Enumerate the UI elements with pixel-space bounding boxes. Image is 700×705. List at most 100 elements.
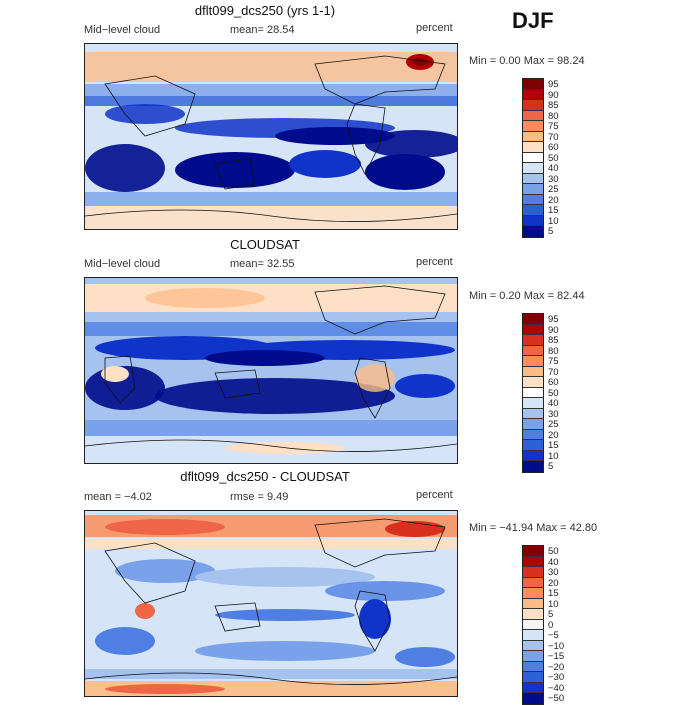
- colorbar-swatch: [523, 577, 543, 588]
- colorbar-tick-label: 15: [548, 205, 559, 216]
- colorbar-tick-label: 10: [548, 450, 559, 462]
- colorbar-swatch: [523, 640, 543, 651]
- colorbar-tick-label: −5: [548, 630, 559, 641]
- colorbar-tick-label: 40: [548, 163, 559, 174]
- colorbar-swatch: [523, 387, 543, 398]
- colorbar-tick-label: 20: [548, 194, 559, 206]
- colorbar-tick-label: 20: [548, 429, 559, 441]
- difference-cloud-map: [85, 511, 457, 696]
- colorbar-swatch: [523, 314, 543, 325]
- colorbar-tick-label: 15: [548, 440, 559, 451]
- colorbar-tick-label: 5: [548, 461, 554, 472]
- colorbar-tick-label: 0: [548, 619, 554, 631]
- colorbar-swatch: [523, 429, 543, 440]
- colorbar-tick-label: 95: [548, 79, 559, 90]
- colorbar-tick-label: 80: [548, 345, 559, 357]
- colorbar-tick-label: −30: [548, 672, 565, 683]
- season-label: DJF: [512, 8, 554, 33]
- colorbar-ticks: 50 40 30 20 15 10 5 0 −5 −10 −15 −20 −30 −40 −50: [548, 546, 565, 705]
- colorbar-tick-label: 75: [548, 356, 559, 367]
- colorbar-tick-label: 50: [548, 152, 559, 164]
- model-cloud-map: [85, 44, 457, 229]
- colorbar-tick-label: −10: [548, 640, 565, 652]
- colorbar-swatch: [523, 324, 543, 335]
- colorbar-swatch: [523, 546, 543, 557]
- colorbar-tick-label: −40: [548, 682, 565, 694]
- colorbar-tick-label: 15: [548, 588, 559, 599]
- colorbar-swatch: [523, 419, 543, 430]
- colorbar-swatch: [523, 630, 543, 641]
- colorbar-swatch: [523, 598, 543, 609]
- colorbar-swatch: [523, 366, 543, 377]
- colorbar-tick-label: 25: [548, 419, 559, 430]
- colorbar-swatch: [523, 110, 543, 121]
- colorbar-swatch: [523, 567, 543, 578]
- colorbar-tick-label: 50: [548, 387, 559, 399]
- colorbar-swatch: [523, 440, 543, 451]
- colorbar-swatch: [523, 609, 543, 620]
- colorbar-tick-label: 60: [548, 377, 559, 388]
- colorbar-tick-label: 10: [548, 598, 559, 610]
- colorbar-tick-label: −15: [548, 651, 565, 662]
- colorbar-tick-label: 70: [548, 131, 559, 143]
- field-label: Mid−level cloud: [84, 258, 161, 270]
- colorbar-tick-label: 75: [548, 121, 559, 132]
- colorbar-swatch: [523, 356, 543, 367]
- colorbar-swatch: [523, 194, 543, 205]
- colorbar-swatch: [523, 556, 543, 567]
- colorbar-tick-label: 30: [548, 408, 559, 420]
- colorbar-tick-label: 50: [548, 546, 559, 557]
- colorbar-swatch: [523, 661, 543, 672]
- colorbar-tick-label: −20: [548, 661, 565, 673]
- colorbar-tick-label: 90: [548, 89, 559, 101]
- colorbar-tick-label: 25: [548, 184, 559, 195]
- colorbar-swatch: [523, 693, 543, 704]
- colorbar-swatch: [523, 335, 543, 346]
- colorbar-swatch: [523, 79, 543, 90]
- colorbar-tick-label: 80: [548, 110, 559, 122]
- colorbar-swatch: [523, 215, 543, 226]
- colorbar-swatch: [523, 588, 543, 599]
- colorbar-swatch: [523, 672, 543, 683]
- colorbar-swatch: [523, 682, 543, 693]
- colorbar-tick-label: 90: [548, 324, 559, 336]
- colorbar: [522, 78, 544, 238]
- colorbar-swatch: [523, 619, 543, 630]
- map-difference: [84, 510, 458, 697]
- colorbar-tick-label: 30: [548, 567, 559, 578]
- colorbar-tick-label: 5: [548, 226, 554, 237]
- mean-value: mean= 28.54: [230, 24, 295, 36]
- colorbar-swatch: [523, 377, 543, 388]
- colorbar: [522, 545, 544, 705]
- mean-value: mean = −4.02: [84, 491, 152, 503]
- rmse-value: rmse = 9.49: [230, 491, 289, 503]
- colorbar-tick-label: −50: [548, 693, 565, 704]
- colorbar-tick-label: 10: [548, 215, 559, 227]
- units-label: percent: [416, 22, 453, 34]
- units-label: percent: [416, 489, 453, 501]
- colorbar-swatch: [523, 461, 543, 472]
- colorbar: [522, 313, 544, 473]
- colorbar-swatch: [523, 163, 543, 174]
- colorbar-swatch: [523, 89, 543, 100]
- panel-title: CLOUDSAT: [230, 237, 300, 252]
- colorbar-ticks: 95 90 85 80 75 70 60 50 40 30 25 20 15 10 5: [548, 314, 559, 473]
- colorbar-tick-label: 40: [548, 398, 559, 409]
- colorbar-swatch: [523, 131, 543, 142]
- colorbar-swatch: [523, 408, 543, 419]
- colorbar-tick-label: 85: [548, 335, 559, 346]
- mean-value: mean= 32.55: [230, 258, 295, 270]
- colorbar-swatch: [523, 450, 543, 461]
- colorbar-swatch: [523, 152, 543, 163]
- colorbar-swatch: [523, 345, 543, 356]
- map-model: [84, 43, 458, 230]
- min-max: Min = 0.20 Max = 82.44: [469, 290, 585, 302]
- panel-title: dflt099_dcs250 (yrs 1-1): [194, 3, 336, 18]
- colorbar-ticks: 95 90 85 80 75 70 60 50 40 30 25 20 15 10 5: [548, 79, 559, 238]
- colorbar-tick-label: 30: [548, 173, 559, 185]
- cloudsat-cloud-map: [85, 278, 457, 463]
- colorbar-swatch: [523, 173, 543, 184]
- colorbar-swatch: [523, 100, 543, 111]
- colorbar-tick-label: 5: [548, 609, 554, 620]
- units-label: percent: [416, 256, 453, 268]
